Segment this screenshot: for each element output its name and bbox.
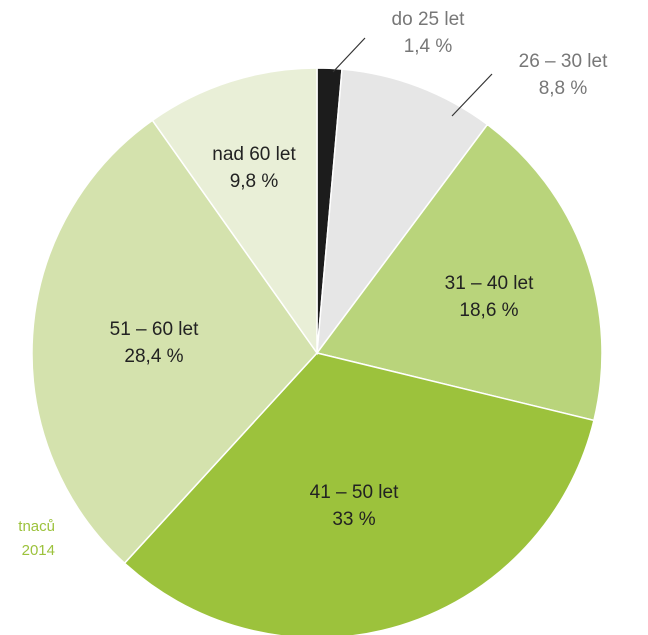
value-label: 9,8 % <box>230 171 279 192</box>
pie-slice <box>151 67 318 356</box>
slice-label: 31 – 40 let <box>445 273 534 294</box>
leader-line <box>451 73 493 117</box>
pie-slice <box>316 68 489 356</box>
annotation: tnaců <box>18 518 55 535</box>
slice-label: do 25 let <box>392 9 466 30</box>
value-label: 1,4 % <box>404 36 453 57</box>
value-label: 28,4 % <box>124 346 183 367</box>
pie-slice <box>31 119 318 565</box>
pie-slice <box>123 352 595 635</box>
slice-label: 51 – 60 let <box>110 319 199 340</box>
value-label: 18,6 % <box>459 300 518 321</box>
value-label: 8,8 % <box>539 78 588 99</box>
leader-line <box>332 37 366 73</box>
slice-label: 41 – 50 let <box>310 482 399 503</box>
slice-label: 26 – 30 let <box>519 51 608 72</box>
pie-slice <box>315 123 603 422</box>
annotation: 2014 <box>22 542 55 559</box>
value-label: 33 % <box>332 509 375 530</box>
slice-label: nad 60 let <box>212 144 296 165</box>
